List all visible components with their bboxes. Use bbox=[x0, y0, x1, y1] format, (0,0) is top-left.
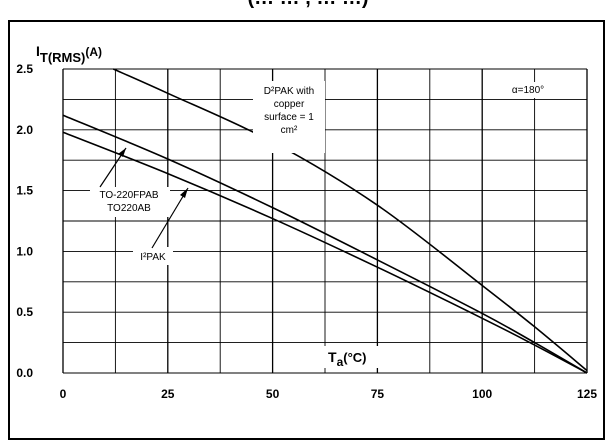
condition-label: α=180° bbox=[512, 85, 544, 96]
to220-label-line-2: TO220AB bbox=[107, 203, 151, 214]
y-tick-label: 2.5 bbox=[16, 62, 33, 76]
clipped-title-text: (… … , … …) bbox=[0, 0, 616, 13]
x-tick-label: 25 bbox=[161, 387, 175, 401]
d2pak-label-line-3: surface = 1 bbox=[264, 112, 314, 123]
i2pak-label-bg bbox=[133, 247, 173, 265]
series-line-i2pak bbox=[62, 131, 588, 374]
x-axis-title-bg bbox=[320, 346, 390, 368]
to220-label-line-1: TO-220FPAB bbox=[99, 190, 158, 201]
x-axis-title-group: Ta(°C) bbox=[320, 346, 390, 369]
y-tick-label: 0.5 bbox=[16, 305, 33, 319]
series-line-to220 bbox=[62, 114, 588, 374]
y-tick-label: 1.0 bbox=[16, 244, 33, 258]
x-axis-title: Ta(°C) bbox=[328, 349, 367, 369]
series-layer bbox=[62, 68, 588, 374]
i2pak-pointer-arrowhead bbox=[180, 188, 188, 198]
d2pak-label-line-4: cm² bbox=[281, 125, 298, 136]
x-tick-label: 50 bbox=[266, 387, 280, 401]
to220-pointer-arrowhead bbox=[118, 148, 126, 157]
x-tick-label: 0 bbox=[60, 387, 67, 401]
d2pak-label-line-1: D²PAK with bbox=[264, 86, 314, 97]
d2pak-label-line-2: copper bbox=[274, 99, 305, 110]
y-tick-label: 0.0 bbox=[16, 366, 33, 380]
x-tick-label: 100 bbox=[472, 387, 492, 401]
series-line-d2pak bbox=[112, 68, 588, 372]
i2pak-label: I²PAK bbox=[140, 252, 166, 263]
x-tick-label: 125 bbox=[577, 387, 597, 401]
chart-svg: 0 25 50 75 100 125 0.0 0.5 1.0 1.5 2.0 2.5 IT(RMS)(… bbox=[16, 43, 597, 401]
d2pak-label-bg bbox=[253, 81, 325, 153]
i2pak-pointer-line bbox=[151, 187, 189, 249]
y-tick-label: 1.5 bbox=[16, 184, 33, 198]
y-axis-title: IT(RMS)(A) bbox=[36, 43, 102, 65]
y-tick-label: 2.0 bbox=[16, 123, 33, 137]
x-tick-label: 75 bbox=[371, 387, 385, 401]
tick-layer: 0 25 50 75 100 125 0.0 0.5 1.0 1.5 2.0 2.5 bbox=[16, 62, 597, 401]
to220-label-bg bbox=[90, 187, 170, 217]
condition-label-bg bbox=[502, 82, 554, 98]
